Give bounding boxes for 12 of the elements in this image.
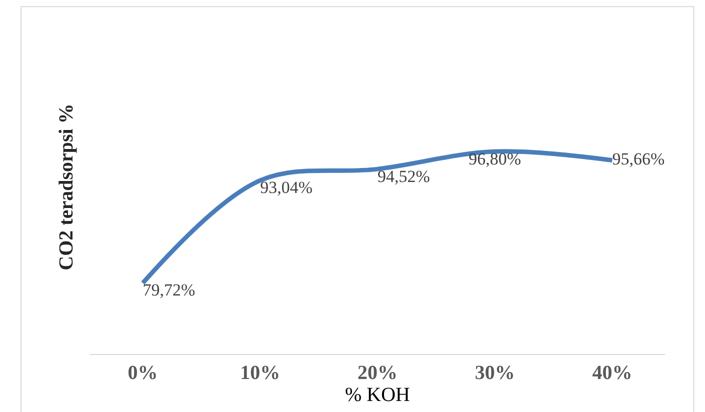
x-tick-label: 10% — [240, 362, 280, 384]
x-tick-label: 0% — [128, 362, 158, 384]
data-label: 94,52% — [378, 166, 430, 186]
data-label: 95,66% — [612, 150, 665, 169]
x-tick-label: 40% — [592, 362, 632, 384]
data-label: 79,72% — [142, 280, 196, 300]
data-label: 93,04% — [260, 178, 313, 198]
data-label: 96,80% — [468, 149, 522, 168]
x-axis-title: % KOH — [345, 384, 410, 406]
x-tick-label: 30% — [474, 362, 515, 384]
y-axis-title: CO2 teradsorpsi % — [56, 104, 78, 270]
x-tick-label: 20% — [358, 362, 398, 384]
